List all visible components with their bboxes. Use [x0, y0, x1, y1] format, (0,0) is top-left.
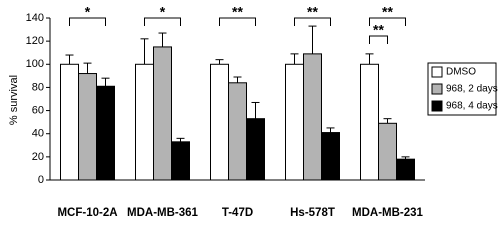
chart: % survival 0 20 40 60 80 100 120 140 MCF-10-2A MD…	[8, 4, 498, 219]
y-tick-label: 0	[38, 174, 44, 186]
bar	[285, 63, 304, 181]
bar	[396, 158, 415, 181]
bar	[303, 53, 322, 181]
bar	[60, 63, 79, 181]
bar	[246, 118, 265, 181]
bar	[210, 63, 229, 181]
bar	[153, 46, 172, 181]
bar	[321, 132, 340, 181]
bar	[135, 63, 154, 181]
y-tick-label: 120	[26, 35, 44, 47]
significance-label: *	[160, 4, 166, 20]
significance-bracket	[294, 17, 331, 26]
significance-bracket	[369, 35, 388, 44]
y-axis-label: % survival	[8, 75, 20, 125]
legend-label: 968, 4 days	[446, 101, 498, 112]
x-tick-label: Hs-578T	[290, 207, 335, 219]
x-tick-label: MDA-MB-231	[352, 207, 424, 219]
y-tick-label: 100	[26, 58, 44, 70]
legend-swatch	[431, 100, 443, 112]
significance-bracket	[219, 17, 256, 26]
y-tick-label: 140	[26, 12, 44, 24]
bar	[96, 85, 115, 181]
legend-swatch	[431, 83, 443, 95]
bar	[228, 82, 247, 181]
significance-label: **	[232, 4, 243, 20]
significance-label: **	[307, 4, 318, 20]
y-tick-label: 20	[32, 151, 44, 163]
legend-frame	[427, 62, 497, 116]
x-tick-label: MDA-MB-361	[127, 207, 199, 219]
bar	[360, 63, 379, 181]
y-tick-label: 40	[32, 128, 44, 140]
significance-bracket	[69, 17, 106, 26]
x-tick-label: MCF-10-2A	[57, 207, 117, 219]
bar	[78, 73, 97, 181]
significance-bracket	[369, 17, 406, 26]
bar	[378, 122, 397, 181]
significance-label: **	[373, 22, 384, 38]
legend-swatch	[431, 66, 443, 78]
y-tick-label: 80	[32, 81, 44, 93]
significance-label: **	[382, 4, 393, 20]
significance-bracket	[144, 17, 181, 26]
y-tick-label: 60	[32, 104, 44, 116]
legend-label: 968, 2 days	[446, 84, 498, 95]
significance-label: *	[85, 4, 91, 20]
x-tick-label: T-47D	[222, 207, 253, 219]
legend-label: DMSO	[446, 67, 476, 78]
bar	[171, 141, 190, 181]
